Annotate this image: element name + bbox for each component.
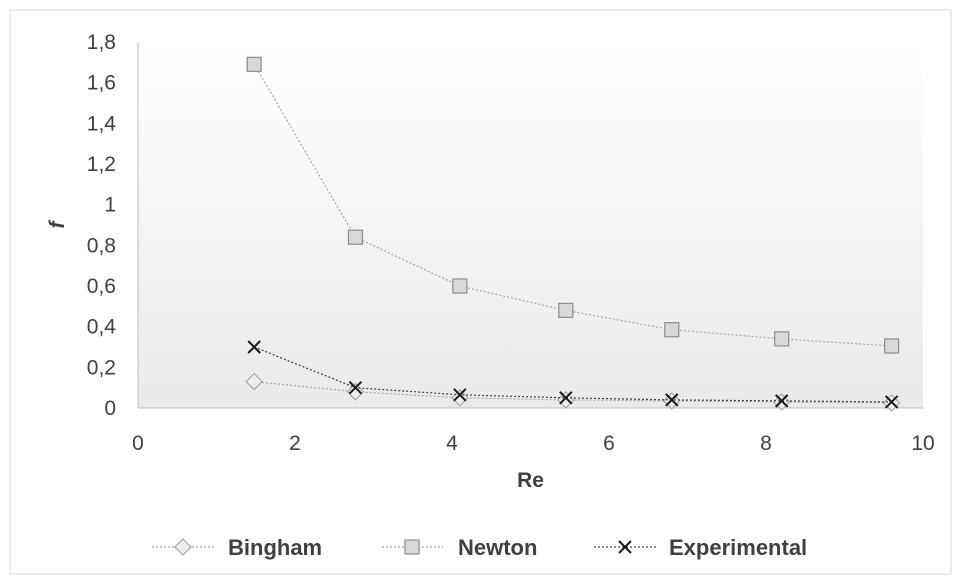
legend-entry-bingham: Bingham [152, 535, 322, 560]
data-point-newton [452, 278, 468, 294]
data-point-experimental [559, 391, 573, 405]
x-tick-label: 0 [132, 432, 144, 455]
data-point-experimental [774, 394, 789, 408]
y-tick-label: 1,2 [87, 153, 116, 176]
legend: Bingham Newton Experimental [152, 535, 807, 560]
y-tick-label: 0,8 [87, 234, 116, 257]
legend-marker [174, 538, 192, 556]
data-point-experimental [884, 395, 899, 409]
data-point-bingham [451, 388, 469, 407]
y-tick-label: 0,2 [87, 356, 116, 379]
data-point-bingham [346, 382, 365, 401]
plot-area [138, 42, 923, 408]
data-point-bingham [556, 391, 575, 409]
legend-label: Experimental [669, 535, 807, 560]
x-tick-labels: 0 2 4 6 8 10 [132, 432, 935, 455]
legend-entry-newton: Newton [382, 535, 537, 560]
x-tick-label: 8 [760, 432, 772, 455]
legend-entry-experimental: Experimental [594, 535, 807, 560]
y-axis-title: f [46, 220, 69, 229]
data-point-experimental [665, 393, 679, 407]
legend-marker [618, 540, 632, 554]
data-point-newton [774, 331, 790, 347]
x-tick-label: 2 [289, 432, 301, 455]
data-point-newton [883, 338, 900, 354]
y-tick-label: 1,4 [87, 112, 117, 135]
data-point-newton [246, 56, 262, 72]
y-tick-label: 0,6 [87, 275, 116, 298]
y-tick-label: 1 [104, 194, 116, 217]
data-point-experimental [247, 340, 261, 354]
legend-label: Bingham [228, 535, 322, 560]
data-point-newton [664, 322, 680, 338]
x-tick-label: 10 [911, 432, 934, 455]
x-tick-label: 6 [603, 432, 615, 455]
legend-marker [404, 539, 420, 555]
y-tick-label: 0,4 [87, 316, 117, 339]
data-point-bingham [245, 372, 264, 391]
y-tick-label: 1,8 [87, 31, 116, 54]
legend-label: Newton [458, 535, 537, 560]
series-newton [246, 56, 900, 354]
data-point-newton [347, 229, 364, 245]
data-point-experimental [453, 388, 467, 402]
x-axis-title: Re [517, 469, 544, 492]
x-tick-label: 4 [446, 432, 458, 455]
data-point-newton [558, 302, 574, 318]
y-tick-label: 0 [104, 397, 116, 420]
y-tick-label: 1,6 [87, 72, 116, 95]
series-layer [245, 56, 901, 412]
y-tick-labels: 0 0,2 0,4 0,6 0,8 1 1,2 1,4 1,6 1,8 [87, 31, 117, 420]
data-point-experimental [348, 380, 363, 395]
series-experimental [247, 340, 899, 409]
